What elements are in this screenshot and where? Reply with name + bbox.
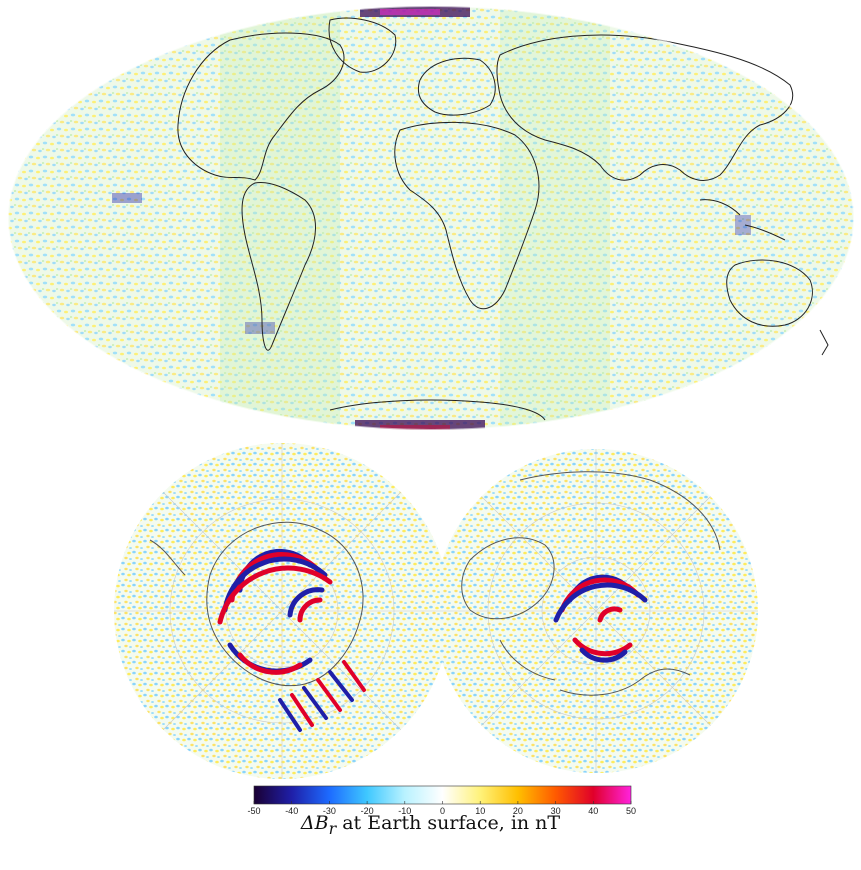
colorbar-tick-label: 0 [440, 806, 445, 816]
south-pole-map [114, 443, 450, 779]
colorbar-tick-label: -20 [361, 806, 374, 816]
colorbar-tick-label: 10 [475, 806, 485, 816]
caption: ΔBr at Earth surface, in nT [0, 812, 861, 838]
colorbar-tick-label: -50 [247, 806, 260, 816]
caption-math: ΔB [300, 812, 329, 834]
colorbar-tick-label: 30 [551, 806, 561, 816]
global-map [7, 5, 855, 431]
caption-subscript: r [328, 818, 337, 838]
colorbar-tick-label: 40 [588, 806, 598, 816]
global-coastlines [177, 17, 829, 421]
colorbar-tick-label: -40 [285, 806, 298, 816]
colorbar-tick-label: -10 [398, 806, 411, 816]
caption-text: at Earth surface, in nT [336, 812, 561, 834]
colorbar-ticks: -50 -40 -30 -20 -10 0 10 20 30 40 50 [247, 801, 636, 816]
colorbar: -50 -40 -30 -20 -10 0 10 20 30 40 50 [247, 785, 636, 816]
colorbar-tick-label: 50 [626, 806, 636, 816]
colorbar-tick-label: -30 [323, 806, 336, 816]
north-pole-map [434, 449, 758, 773]
colorbar-tick-label: 20 [513, 806, 523, 816]
